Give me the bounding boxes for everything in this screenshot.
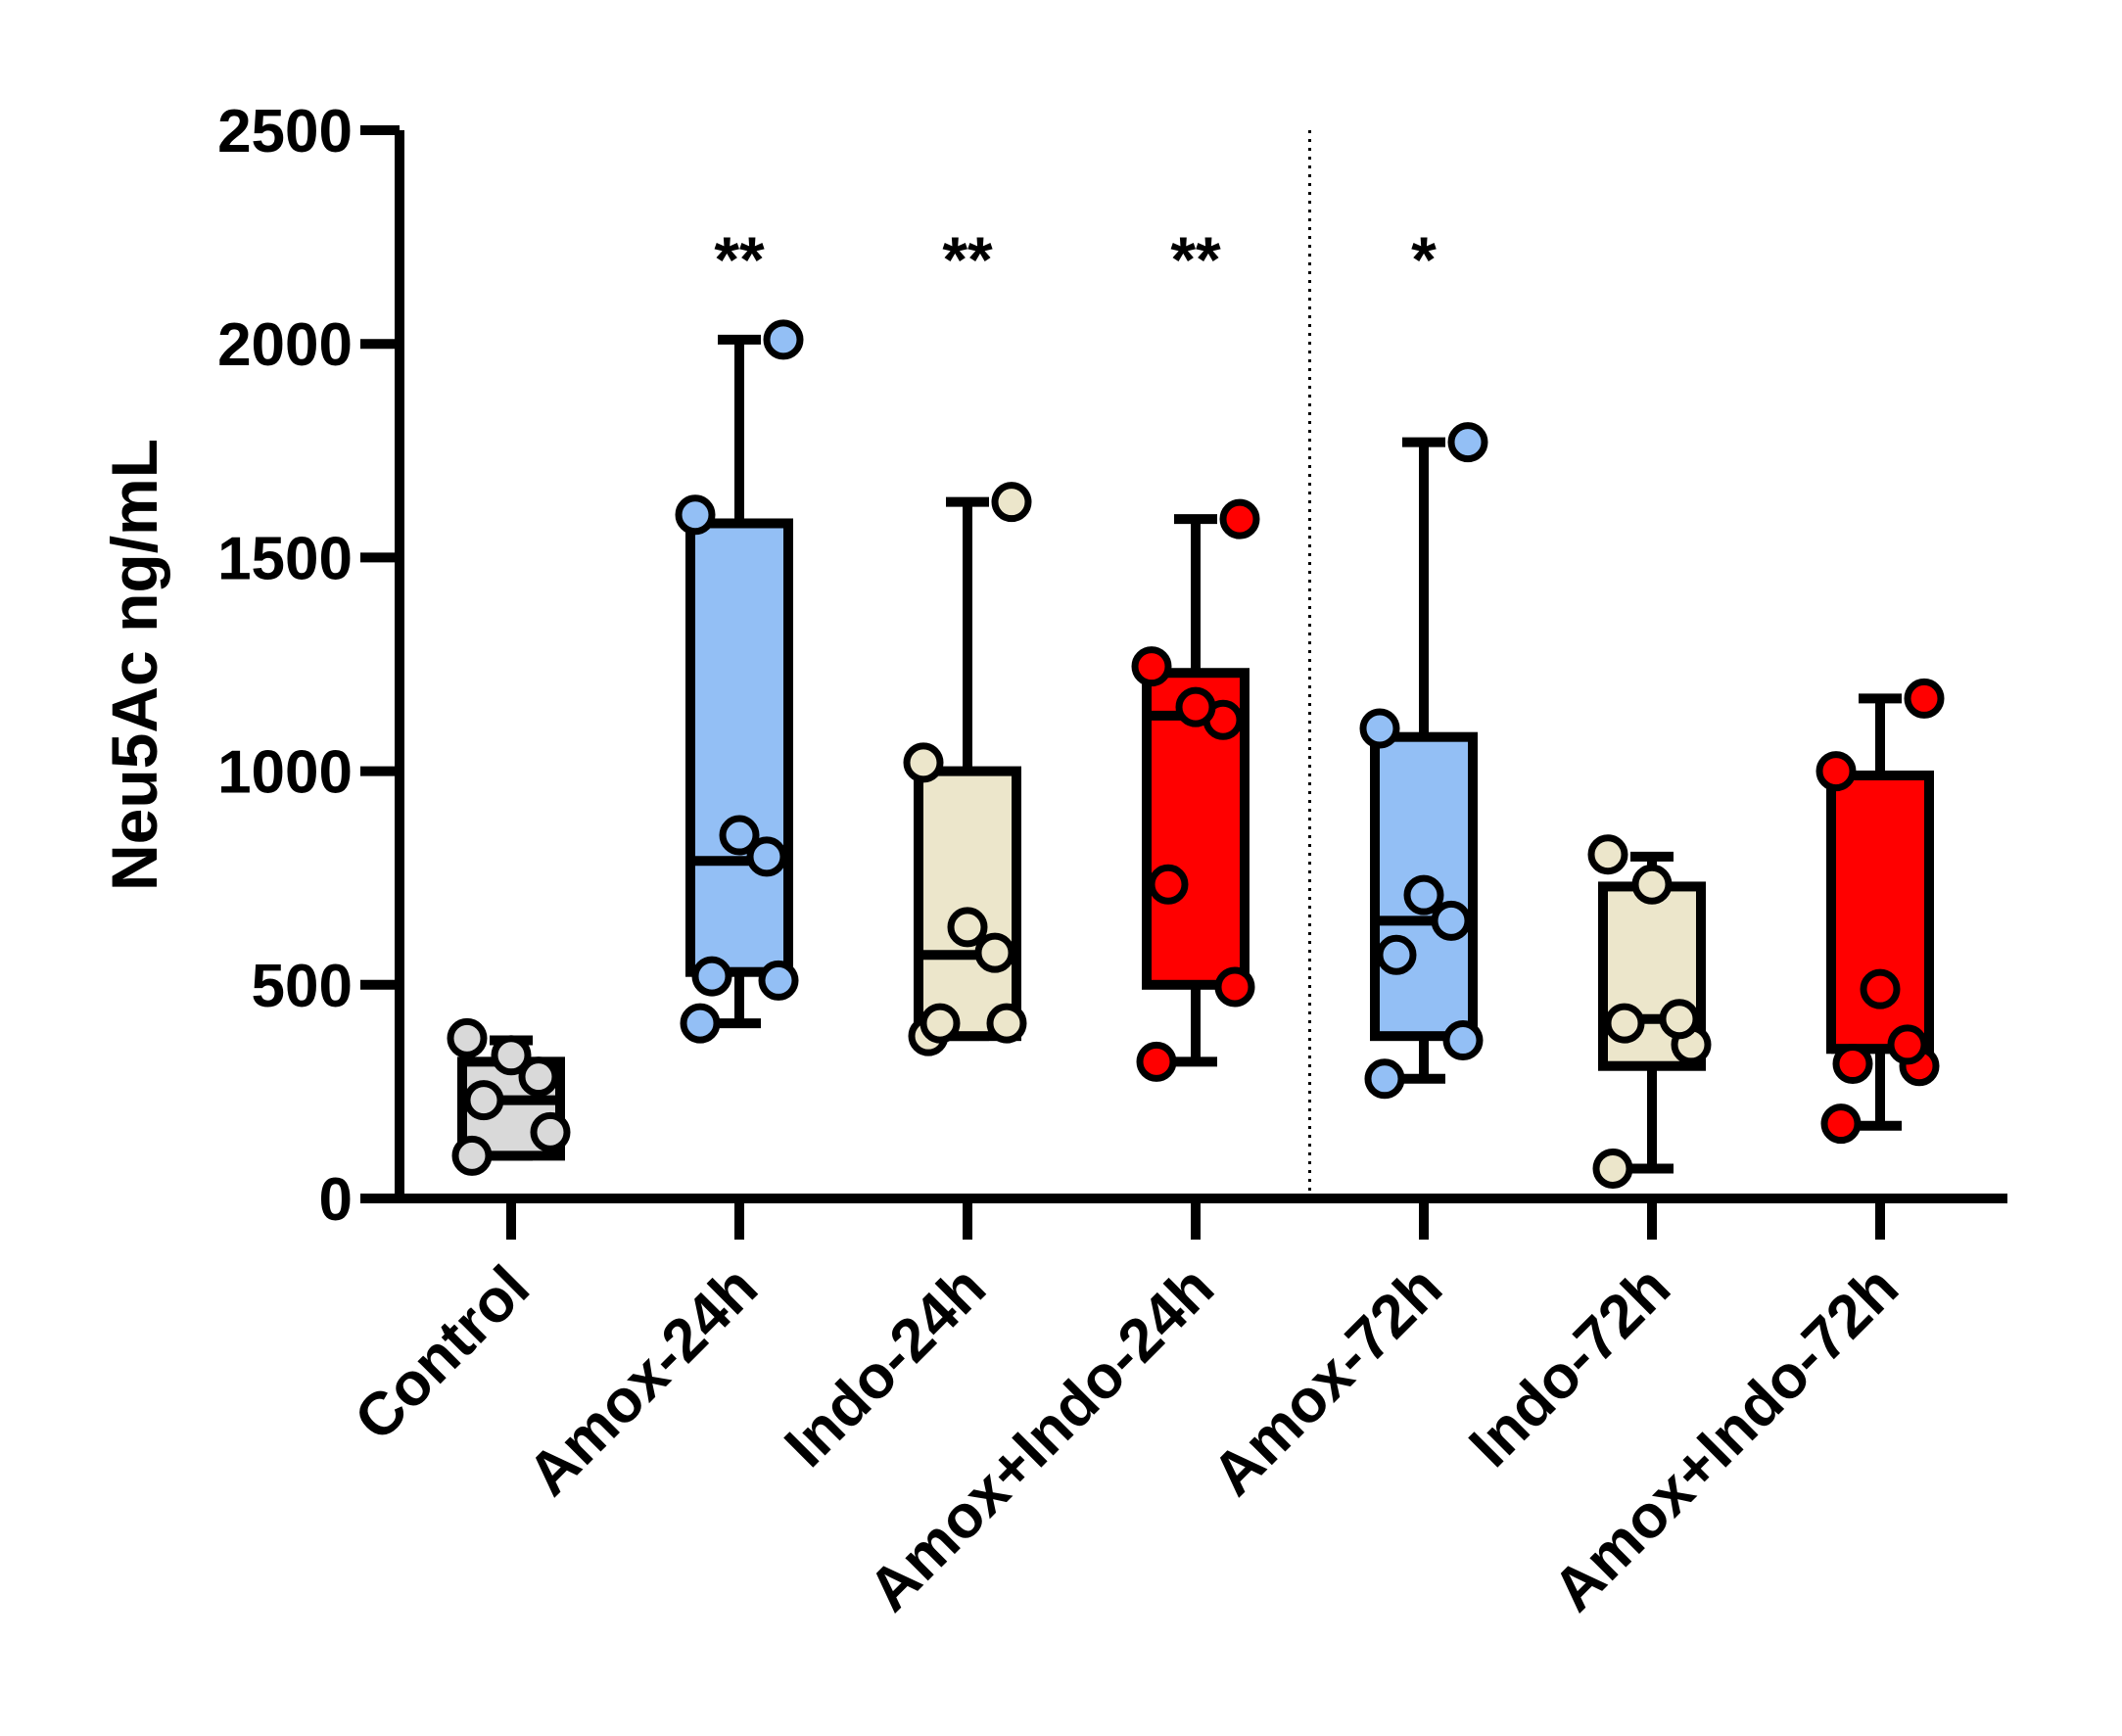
data-point <box>1175 686 1216 727</box>
data-point <box>719 815 760 856</box>
data-point <box>491 1035 532 1076</box>
data-point <box>675 494 716 536</box>
data-point <box>1364 1058 1405 1100</box>
data-point <box>1904 678 1945 719</box>
data-point <box>1604 1003 1645 1044</box>
data-point <box>1442 1020 1484 1061</box>
data-point <box>451 1135 493 1176</box>
x-tick-label: Amox-24h <box>515 1253 771 1509</box>
data-point <box>1376 934 1417 975</box>
data-point <box>1631 864 1673 905</box>
data-point <box>903 742 944 783</box>
y-tick-label: 0 <box>319 1166 353 1234</box>
axes <box>360 125 2007 1240</box>
y-tick-label: 2500 <box>217 98 353 165</box>
box-group <box>1370 437 1478 1084</box>
data-points <box>447 319 1945 1189</box>
data-point <box>991 482 1032 523</box>
data-point <box>1860 968 1901 1009</box>
x-tick-label: Indo-24h <box>772 1253 998 1479</box>
box <box>685 518 793 977</box>
y-tick-label: 2000 <box>217 311 353 379</box>
y-tick-label: 500 <box>252 953 353 1020</box>
data-point <box>974 932 1015 973</box>
data-point <box>758 960 799 1001</box>
data-point <box>1447 422 1488 463</box>
data-point <box>986 1003 1027 1044</box>
significance-label: ** <box>942 223 993 296</box>
data-point <box>1136 1041 1177 1082</box>
data-point <box>1148 864 1189 905</box>
data-point <box>947 907 988 948</box>
data-point <box>1592 1148 1633 1189</box>
data-point <box>1219 498 1260 540</box>
data-point <box>1887 1024 1928 1065</box>
data-point <box>1820 1103 1862 1145</box>
data-point <box>1431 900 1472 941</box>
x-tick-label: Control <box>342 1253 542 1454</box>
data-point <box>518 1056 559 1098</box>
significance-label: ** <box>1170 223 1221 296</box>
x-tick-label: Indo-72h <box>1456 1253 1682 1479</box>
data-point <box>746 836 787 877</box>
data-point <box>1359 708 1400 749</box>
data-point <box>920 1003 961 1044</box>
data-point <box>680 1003 721 1044</box>
significance-label: * <box>1411 223 1437 296</box>
box <box>914 766 1021 1042</box>
box <box>1370 731 1478 1042</box>
data-point <box>1214 966 1255 1008</box>
data-point <box>530 1111 571 1152</box>
data-point <box>447 1017 488 1058</box>
y-tick-label: 1500 <box>217 525 353 592</box>
data-point <box>1832 1044 1873 1085</box>
data-point <box>763 319 804 360</box>
data-point <box>691 956 732 997</box>
data-point <box>1659 999 1700 1040</box>
data-point <box>1403 874 1444 915</box>
data-point <box>1815 751 1857 792</box>
x-tick-label: Amox-72h <box>1200 1253 1455 1509</box>
y-axis-title: Neu5Ac ng/mL <box>98 439 170 891</box>
data-point <box>1131 646 1172 687</box>
significance-label: ** <box>714 223 765 296</box>
boxes <box>457 334 1934 1174</box>
y-tick-label: 1000 <box>217 739 353 807</box>
box-group <box>914 496 1021 1042</box>
box-group <box>685 334 793 1029</box>
data-point <box>1587 834 1628 875</box>
data-point <box>463 1080 504 1121</box>
